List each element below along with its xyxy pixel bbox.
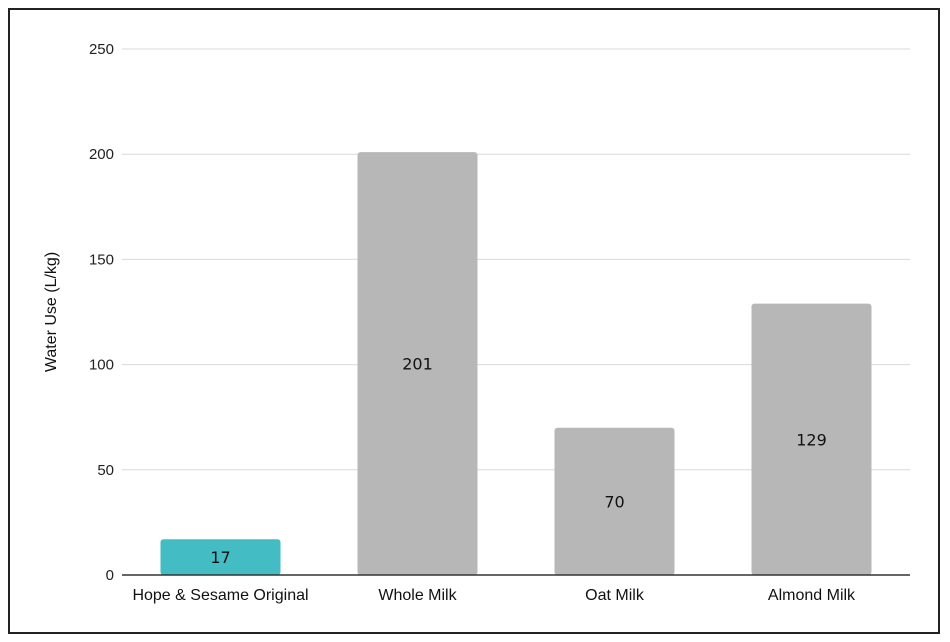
data-label-0: 17 — [210, 548, 230, 567]
x-category-label-0: Hope & Sesame Original — [132, 587, 308, 604]
y-tick-label-0: 0 — [106, 567, 114, 584]
bars — [160, 152, 872, 575]
bar-almond-milk — [751, 303, 872, 575]
x-category-label-3: Almond Milk — [768, 587, 856, 604]
y-tick-labels: 0 50 100 150 200 250 — [89, 41, 114, 584]
y-tick-label-50: 50 — [97, 462, 114, 479]
y-axis-label: Water Use (L/kg) — [43, 252, 60, 372]
y-tick-label-200: 200 — [89, 146, 114, 163]
bar-whole-milk — [357, 152, 478, 575]
data-labels: 17 201 70 129 — [210, 355, 826, 568]
x-category-labels: Hope & Sesame Original Whole Milk Oat Milk… — [132, 587, 856, 604]
data-label-1: 201 — [402, 355, 433, 374]
bar-oat-milk — [554, 427, 675, 575]
bar-chart: 0 50 100 150 200 250 17 201 70 129 Hope & Sesame… — [43, 41, 910, 604]
data-label-3: 129 — [796, 430, 827, 449]
bar-hope-sesame-original — [160, 539, 281, 575]
data-label-2: 70 — [604, 492, 624, 511]
x-category-label-1: Whole Milk — [378, 587, 457, 604]
x-category-label-2: Oat Milk — [585, 587, 645, 604]
y-tick-label-100: 100 — [89, 357, 114, 374]
chart-frame: 0 50 100 150 200 250 17 201 70 129 Hope & Sesame… — [8, 8, 940, 634]
y-tick-label-150: 150 — [89, 251, 114, 268]
y-tick-label-250: 250 — [89, 41, 114, 58]
